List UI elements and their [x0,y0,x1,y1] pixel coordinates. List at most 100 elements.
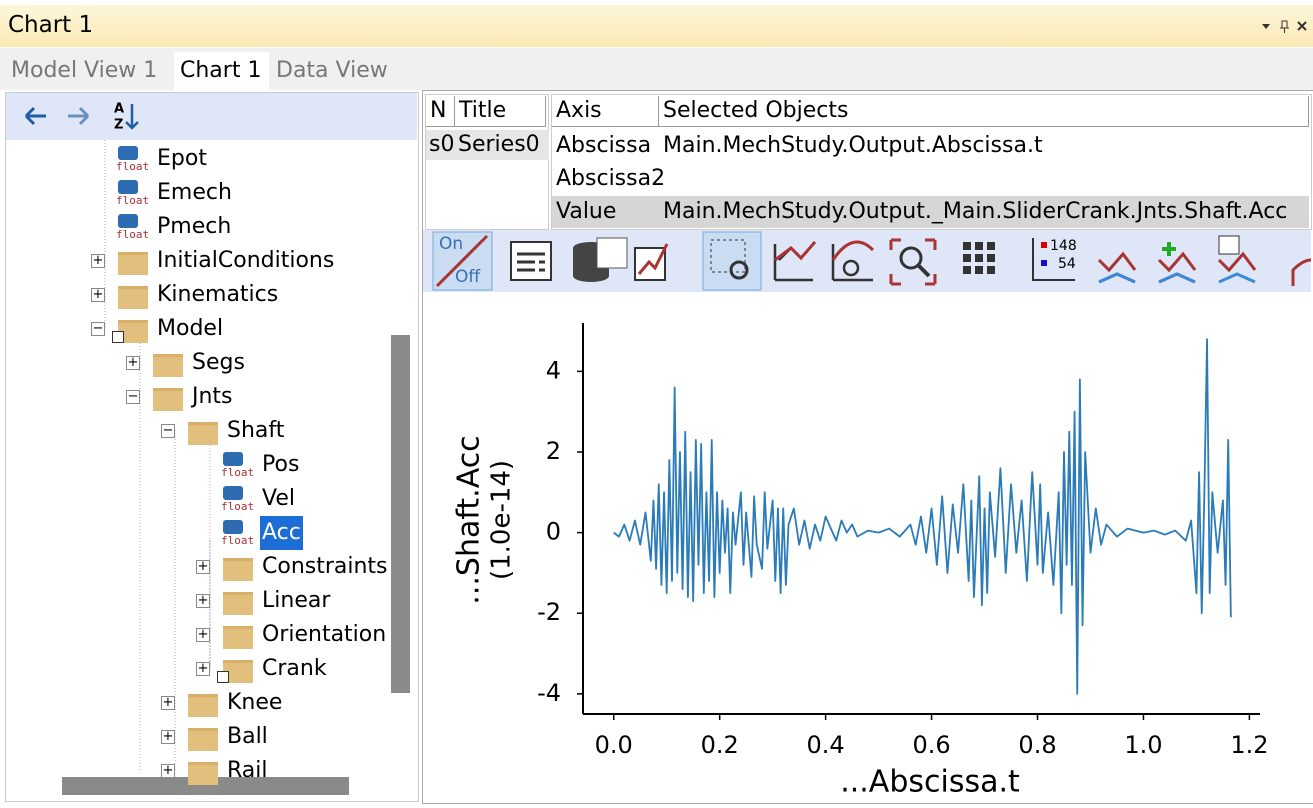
window-title: Chart 1 [8,12,94,38]
expander[interactable]: + [91,253,105,268]
tree-item[interactable]: Pmech [157,214,232,239]
folder-icon [118,252,148,275]
sort-letter: Z [114,118,123,133]
icon[interactable] [1157,251,1197,284]
expander[interactable]: + [126,355,140,370]
column-header[interactable]: Title [455,96,546,127]
tree-item[interactable]: Jnts [192,384,233,409]
tree-item[interactable]: Shaft [227,418,285,443]
tree-item[interactable]: Ball [227,724,268,749]
toggle-on: On [439,234,463,254]
x-tick-label: 0.8 [1018,731,1056,759]
tab[interactable]: Data View [276,58,388,83]
y-axis-label: ...Shaft.Acc [452,435,487,604]
x-axis-label: ...Abscissa.t [840,765,1020,800]
axis-name: Value [556,199,617,224]
selected-object: Main.MechStudy.Output.Abscissa.t [663,133,1043,158]
tree-item[interactable]: Kinematics [157,282,279,307]
folder-icon [112,320,148,343]
y-tick-label: 0 [546,518,561,546]
column-header[interactable]: Axis [552,96,659,127]
expander[interactable]: + [196,593,210,608]
axis-row[interactable] [552,196,1309,228]
variable-icon [223,452,243,466]
y-tick-label: 2 [546,437,561,465]
tree-item[interactable]: Vel [262,486,295,511]
chart-toolbar-icons: On Off 148 54 [432,231,1311,291]
folder-icon [223,592,253,615]
variable-icon-label: float [221,534,255,547]
variable-icon-label: float [116,160,150,173]
expander[interactable]: + [196,661,210,676]
y-tick-label: -2 [537,598,561,626]
tree-item[interactable]: Pos [262,452,300,477]
x-tick-label: 0.4 [807,731,845,759]
folder-icon [153,354,183,377]
expander[interactable]: + [196,559,210,574]
x-tick-label: 0.0 [595,731,633,759]
expander[interactable]: + [161,695,175,710]
series-row[interactable]: s0 [426,130,549,160]
legend-count: 148 [1050,238,1077,254]
tree-lines [104,140,211,770]
folder-icon [223,558,253,581]
variable-icon-label: float [116,194,150,207]
chart: ...Abscissa.t ...Shaft.Acc (1.0e-14) -4 -… [452,323,1268,800]
tree-item[interactable]: Segs [192,350,245,375]
tree-item[interactable]: Emech [157,180,232,205]
tree-item[interactable]: Acc [260,516,303,550]
x-tick-label: 0.2 [701,731,739,759]
grid-icon[interactable] [963,242,995,274]
x-tick-label: 0.6 [912,731,950,759]
tree-item[interactable]: Knee [227,690,283,715]
expander[interactable]: + [161,729,175,744]
column-header[interactable]: Selected Objects [659,96,1309,127]
icon[interactable] [889,238,937,286]
axis-name: Abscissa [556,133,652,158]
folder-icon [188,728,218,751]
selected-object: Main.MechStudy.Output._Main.SliderCrank.… [663,199,1288,224]
folder-icon [188,422,218,445]
icon[interactable] [831,244,873,282]
expander[interactable]: + [161,763,175,778]
tree-item[interactable]: Orientation [262,622,387,647]
tree-item[interactable]: Constraints [262,554,388,579]
data-line [613,338,1232,695]
axis-row[interactable] [552,163,1309,195]
folder-icon [118,286,148,309]
expander[interactable]: + [196,627,210,642]
axis-table [551,94,1312,230]
expander[interactable]: − [161,423,175,438]
zoom-box-button[interactable] [702,231,762,291]
tree-item[interactable]: Epot [157,146,207,171]
expander[interactable]: + [91,287,105,302]
h-scrollbar-thumb[interactable] [62,777,349,795]
variable-icon-label: float [116,228,150,241]
expander[interactable]: − [91,321,105,336]
icon[interactable] [1218,235,1240,255]
series-table [425,94,549,230]
icon[interactable] [1097,251,1137,284]
nav-icons[interactable]: A Z [20,100,150,134]
tab[interactable]: Model View 1 [11,58,158,83]
tab[interactable]: Chart 1 [174,52,269,90]
folder-icon [223,626,253,649]
expander[interactable]: − [126,389,140,404]
variable-icon-label: float [221,500,255,513]
x-tick-label: 1.0 [1124,731,1162,759]
tree-item[interactable]: Rail [227,758,268,783]
variable-icon [118,146,138,160]
y-axis-label: (1.0e-14) [487,460,517,580]
tree-item[interactable]: InitialConditions [157,248,335,273]
folder-icon [188,762,218,785]
variable-icon [223,520,243,534]
sort-letter: A [114,102,124,117]
tree-item[interactable]: Linear [262,588,331,613]
v-scrollbar-thumb[interactable] [391,335,410,693]
y-tick-label: 4 [546,356,561,384]
column-header[interactable]: N [426,96,455,127]
x-tick-label: 1.2 [1230,731,1268,759]
tree-item[interactable]: Crank [262,656,327,681]
tree-item[interactable]: Model [157,316,224,341]
variable-icon [118,214,138,228]
